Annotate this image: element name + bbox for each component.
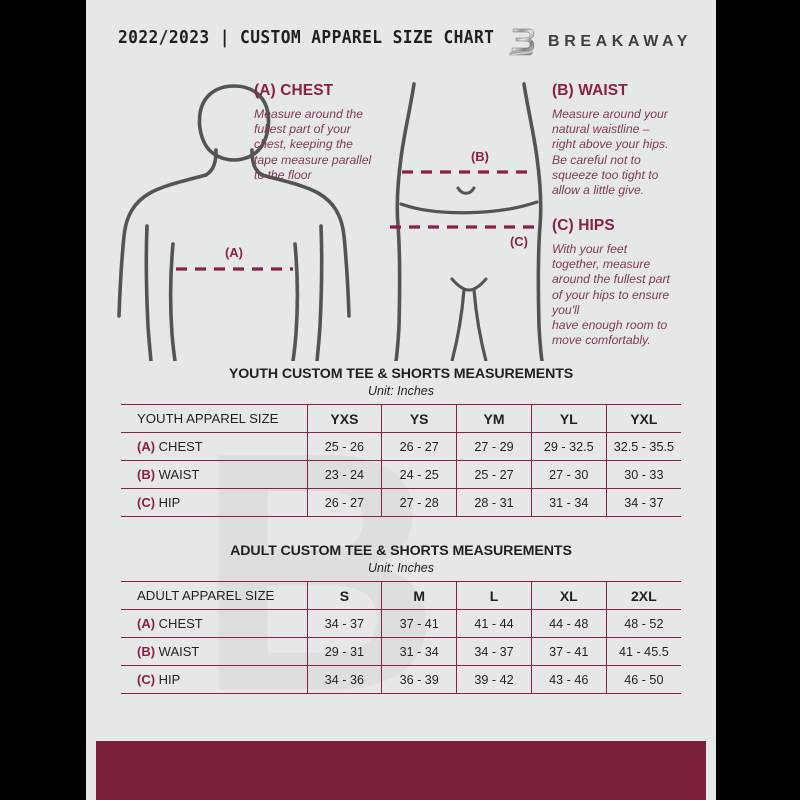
breakaway-b-logo-icon bbox=[509, 28, 535, 56]
youth-hip-yl: 31 - 34 bbox=[531, 488, 607, 517]
table-row: (A) CHEST 25 - 26 26 - 27 27 - 29 29 - 3… bbox=[121, 432, 681, 461]
adult-size-header-4: 2XL bbox=[606, 581, 681, 610]
instruction-block-hips: (C) HIPS With your feet together, measur… bbox=[552, 217, 716, 348]
row-name-hip: HIP bbox=[158, 495, 181, 510]
youth-size-header-1: YS bbox=[381, 404, 458, 433]
youth-waist-yxs: 23 - 24 bbox=[307, 460, 383, 489]
figures-area: (A) (B) (C) bbox=[86, 72, 716, 362]
youth-size-header-3: YL bbox=[531, 404, 607, 433]
adult-hip-s: 34 - 36 bbox=[307, 665, 383, 694]
adult-chest-2xl: 48 - 52 bbox=[606, 609, 681, 638]
table-row: (B) WAIST 29 - 31 31 - 34 34 - 37 37 - 4… bbox=[121, 637, 681, 666]
youth-size-table: YOUTH APPAREL SIZE YXS YS YM YL YXL (A) … bbox=[121, 404, 681, 517]
row-name-waist: WAIST bbox=[158, 467, 200, 482]
size-chart-page: B 2022/2023 | CUSTOM APPAREL SIZE CHART bbox=[86, 0, 716, 800]
row-tag-a: (A) bbox=[137, 616, 156, 631]
youth-row-label-chest: (A) CHEST bbox=[121, 432, 308, 461]
row-name-chest: CHEST bbox=[158, 616, 203, 631]
instruction-block-chest: (A) CHEST Measure around the fullest par… bbox=[254, 82, 424, 183]
page-header: 2022/2023 | CUSTOM APPAREL SIZE CHART BR… bbox=[86, 26, 716, 60]
adult-hip-2xl: 46 - 50 bbox=[606, 665, 681, 694]
youth-chest-yxl: 32.5 - 35.5 bbox=[606, 432, 681, 461]
brand-name: BREAKAWAY bbox=[548, 33, 692, 50]
adult-table-block: ADULT CUSTOM TEE & SHORTS MEASUREMENTS U… bbox=[86, 543, 716, 694]
adult-chest-xl: 44 - 48 bbox=[531, 609, 607, 638]
table-header-row: ADULT APPAREL SIZE S M L XL 2XL bbox=[121, 581, 681, 610]
adult-hip-xl: 43 - 46 bbox=[531, 665, 607, 694]
instruction-body-waist: Measure around your natural waistline – … bbox=[552, 107, 669, 198]
torso-figure-illustration: (A) bbox=[117, 84, 351, 361]
youth-table-title: YOUTH CUSTOM TEE & SHORTS MEASUREMENTS bbox=[228, 366, 574, 382]
adult-size-header-3: XL bbox=[531, 581, 607, 610]
adult-waist-l: 34 - 37 bbox=[456, 637, 532, 666]
youth-size-header-2: YM bbox=[456, 404, 532, 433]
hips-measure-label: (C) bbox=[510, 234, 528, 249]
youth-hip-ys: 27 - 28 bbox=[381, 488, 458, 517]
adult-size-header-2: L bbox=[456, 581, 532, 610]
adult-chest-s: 34 - 37 bbox=[307, 609, 383, 638]
youth-waist-yxl: 30 - 33 bbox=[606, 460, 681, 489]
page-title: 2022/2023 | CUSTOM APPAREL SIZE CHART bbox=[118, 28, 495, 48]
youth-row-label-hip: (C) HIP bbox=[121, 488, 308, 517]
chest-measure-label: (A) bbox=[225, 245, 243, 260]
youth-size-header-0: YXS bbox=[307, 404, 383, 433]
adult-row-label-chest: (A) CHEST bbox=[121, 609, 308, 638]
row-tag-c: (C) bbox=[137, 495, 156, 510]
youth-waist-yl: 27 - 30 bbox=[531, 460, 607, 489]
row-name-hip: HIP bbox=[158, 672, 181, 687]
youth-chest-ym: 27 - 29 bbox=[456, 432, 532, 461]
row-tag-b: (B) bbox=[137, 644, 156, 659]
table-row: (C) HIP 34 - 36 36 - 39 39 - 42 43 - 46 … bbox=[121, 665, 681, 694]
adult-row-label-waist: (B) WAIST bbox=[121, 637, 308, 666]
adult-size-table: ADULT APPAREL SIZE S M L XL 2XL (A) CHES… bbox=[121, 581, 681, 694]
adult-size-header-1: M bbox=[381, 581, 458, 610]
instruction-body-hips: With your feet together, measure around … bbox=[552, 242, 670, 348]
row-tag-a: (A) bbox=[137, 439, 156, 454]
footer-bar bbox=[96, 741, 706, 800]
lower-body-figure-illustration: (B) (C) bbox=[390, 82, 544, 361]
row-tag-c: (C) bbox=[137, 672, 156, 687]
youth-apparel-size-header: YOUTH APPAREL SIZE bbox=[121, 404, 308, 433]
youth-chest-yl: 29 - 32.5 bbox=[531, 432, 607, 461]
instruction-body-chest: Measure around the fullest part of your … bbox=[254, 107, 372, 182]
youth-table-block: YOUTH CUSTOM TEE & SHORTS MEASUREMENTS U… bbox=[86, 366, 716, 517]
adult-chest-l: 41 - 44 bbox=[456, 609, 532, 638]
youth-row-label-waist: (B) WAIST bbox=[121, 460, 308, 489]
youth-hip-yxs: 26 - 27 bbox=[307, 488, 383, 517]
adult-hip-m: 36 - 39 bbox=[381, 665, 458, 694]
brand-lockup: BREAKAWAY bbox=[509, 26, 692, 58]
adult-hip-l: 39 - 42 bbox=[456, 665, 532, 694]
row-name-chest: CHEST bbox=[158, 439, 203, 454]
table-row: (C) HIP 26 - 27 27 - 28 28 - 31 31 - 34 … bbox=[121, 488, 681, 517]
youth-chest-yxs: 25 - 26 bbox=[307, 432, 383, 461]
table-row: (B) WAIST 23 - 24 24 - 25 25 - 27 27 - 3… bbox=[121, 460, 681, 489]
instruction-title-chest: (A) CHEST bbox=[254, 82, 334, 99]
youth-waist-ys: 24 - 25 bbox=[381, 460, 458, 489]
youth-waist-ym: 25 - 27 bbox=[456, 460, 532, 489]
youth-table-unit: Unit: Inches bbox=[367, 384, 434, 398]
adult-chest-m: 37 - 41 bbox=[381, 609, 458, 638]
adult-apparel-size-header: ADULT APPAREL SIZE bbox=[121, 581, 308, 610]
adult-row-label-hip: (C) HIP bbox=[121, 665, 308, 694]
adult-waist-xl: 37 - 41 bbox=[531, 637, 607, 666]
adult-waist-m: 31 - 34 bbox=[381, 637, 458, 666]
waist-measure-label: (B) bbox=[471, 149, 489, 164]
adult-size-header-0: S bbox=[307, 581, 383, 610]
adult-table-title: ADULT CUSTOM TEE & SHORTS MEASUREMENTS bbox=[230, 543, 572, 559]
adult-waist-2xl: 41 - 45.5 bbox=[606, 637, 681, 666]
adult-table-unit: Unit: Inches bbox=[367, 561, 434, 575]
table-row: (A) CHEST 34 - 37 37 - 41 41 - 44 44 - 4… bbox=[121, 609, 681, 638]
adult-waist-s: 29 - 31 bbox=[307, 637, 383, 666]
table-header-row: YOUTH APPAREL SIZE YXS YS YM YL YXL bbox=[121, 404, 681, 433]
instruction-title-hips: (C) HIPS bbox=[552, 217, 615, 234]
row-tag-b: (B) bbox=[137, 467, 156, 482]
instruction-block-waist: (B) WAIST Measure around your natural wa… bbox=[552, 82, 712, 198]
youth-size-header-4: YXL bbox=[606, 404, 681, 433]
youth-hip-yxl: 34 - 37 bbox=[606, 488, 681, 517]
youth-chest-ys: 26 - 27 bbox=[381, 432, 458, 461]
row-name-waist: WAIST bbox=[158, 644, 200, 659]
instruction-title-waist: (B) WAIST bbox=[552, 82, 628, 99]
youth-hip-ym: 28 - 31 bbox=[456, 488, 532, 517]
